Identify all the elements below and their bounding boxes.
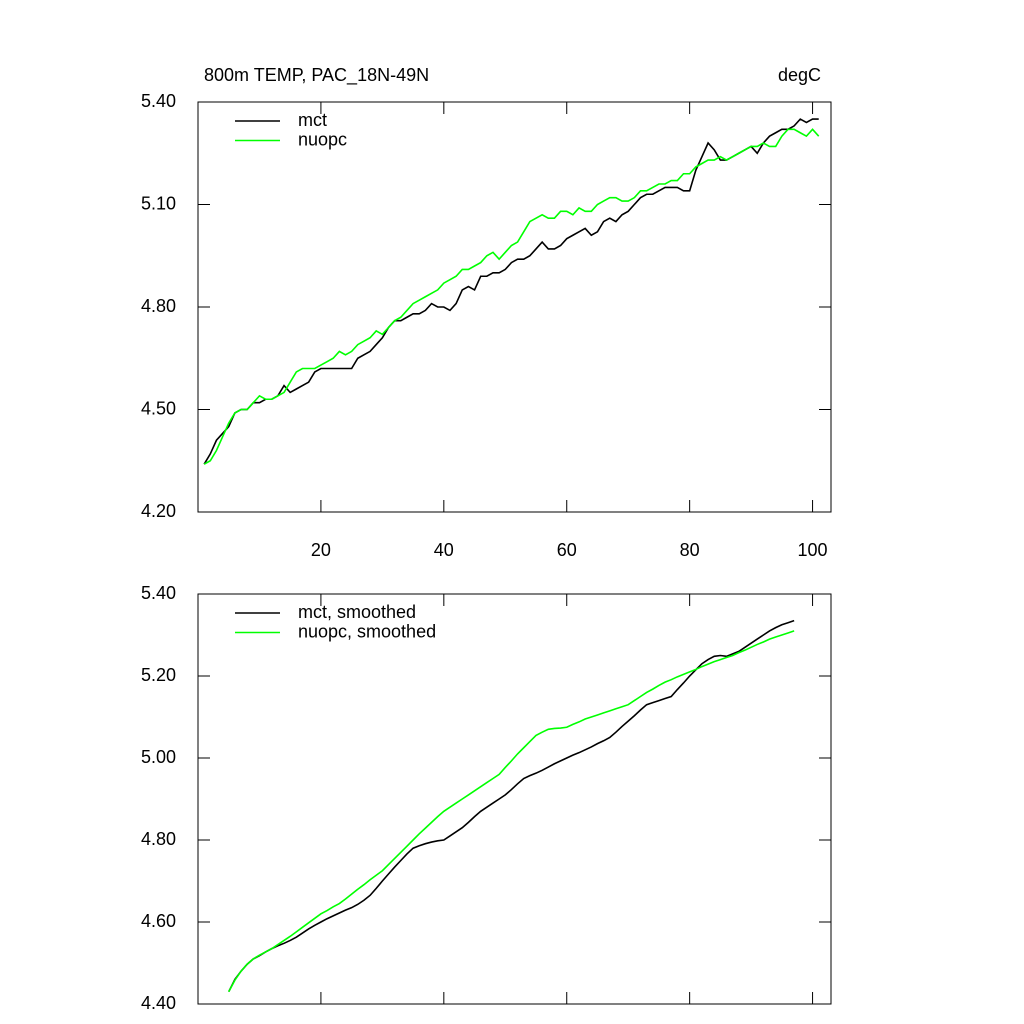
x-tick-label: 100 [798,540,828,560]
x-tick-label: 20 [311,540,331,560]
x-tick-label: 40 [434,540,454,560]
y-tick-label: 5.40 [141,91,176,111]
plot-frame [197,101,832,513]
series-line [228,619,795,993]
y-tick-label: 5.10 [141,193,176,213]
chart-title: 800m TEMP, PAC_18N-49N [204,65,429,86]
plot-frame [197,593,832,1005]
y-tick-label: 4.80 [141,829,176,849]
y-tick-label: 4.80 [141,296,176,316]
y-tick-label: 4.40 [141,993,176,1013]
units-label: degC [778,65,821,85]
y-tick-label: 5.20 [141,665,176,685]
legend-label: mct [298,110,327,130]
legend-label: mct, smoothed [298,602,416,622]
legend-label: nuopc, smoothed [298,621,436,641]
series-line [228,630,795,993]
y-tick-label: 5.40 [141,583,176,603]
y-tick-label: 5.00 [141,747,176,767]
series-line [203,118,819,465]
y-tick-label: 4.50 [141,398,176,418]
y-tick-label: 4.60 [141,911,176,931]
y-tick-label: 4.20 [141,501,176,521]
x-tick-label: 60 [557,540,577,560]
legend-label: nuopc [298,129,347,149]
x-tick-label: 80 [680,540,700,560]
series-line [203,128,820,465]
